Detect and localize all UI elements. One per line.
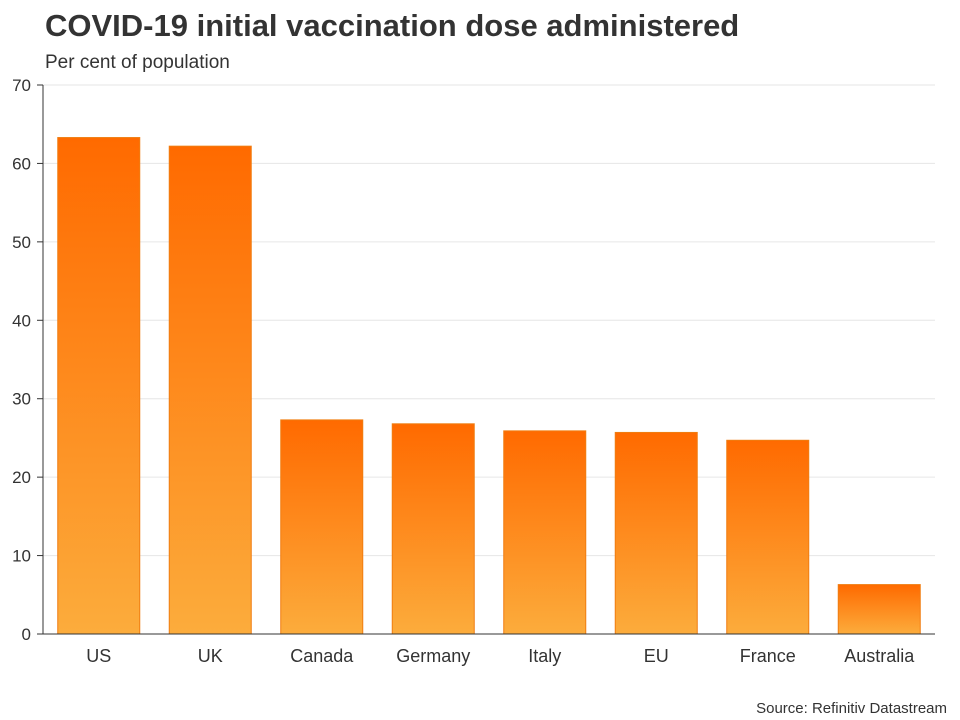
y-tick-label: 20 [12, 468, 31, 487]
y-tick-label: 10 [12, 547, 31, 566]
bar-italy [503, 430, 587, 635]
bar-canada [280, 419, 364, 635]
y-tick-label: 50 [12, 233, 31, 252]
bar-france [726, 439, 810, 635]
bar-uk [168, 145, 252, 635]
bar-germany [391, 423, 475, 635]
bars [57, 137, 921, 635]
x-tick-label: EU [644, 646, 669, 666]
chart-subtitle: Per cent of population [45, 52, 230, 73]
source-note: Source: Refinitiv Datastream [756, 700, 947, 717]
x-tick-label: Italy [528, 646, 561, 666]
x-tick-label: France [740, 646, 796, 666]
y-tick-label: 40 [12, 311, 31, 330]
x-tick-label: Germany [396, 646, 470, 666]
y-tick-label: 0 [22, 625, 31, 644]
y-tick-label: 30 [12, 390, 31, 409]
y-tick-label: 60 [12, 154, 31, 173]
x-tick-label: Australia [844, 646, 915, 666]
bar-australia [837, 584, 921, 635]
x-tick-label: UK [198, 646, 223, 666]
bar-us [57, 137, 141, 635]
y-tick-label: 70 [12, 76, 31, 95]
chart-title: COVID-19 initial vaccination dose admini… [45, 8, 740, 43]
x-tick-label: Canada [290, 646, 354, 666]
x-tick-label: US [86, 646, 111, 666]
axes: 0 10 20 30 40 50 60 70 US UK Canada Germany Italy EU F… [12, 76, 935, 666]
bar-eu [614, 431, 698, 635]
